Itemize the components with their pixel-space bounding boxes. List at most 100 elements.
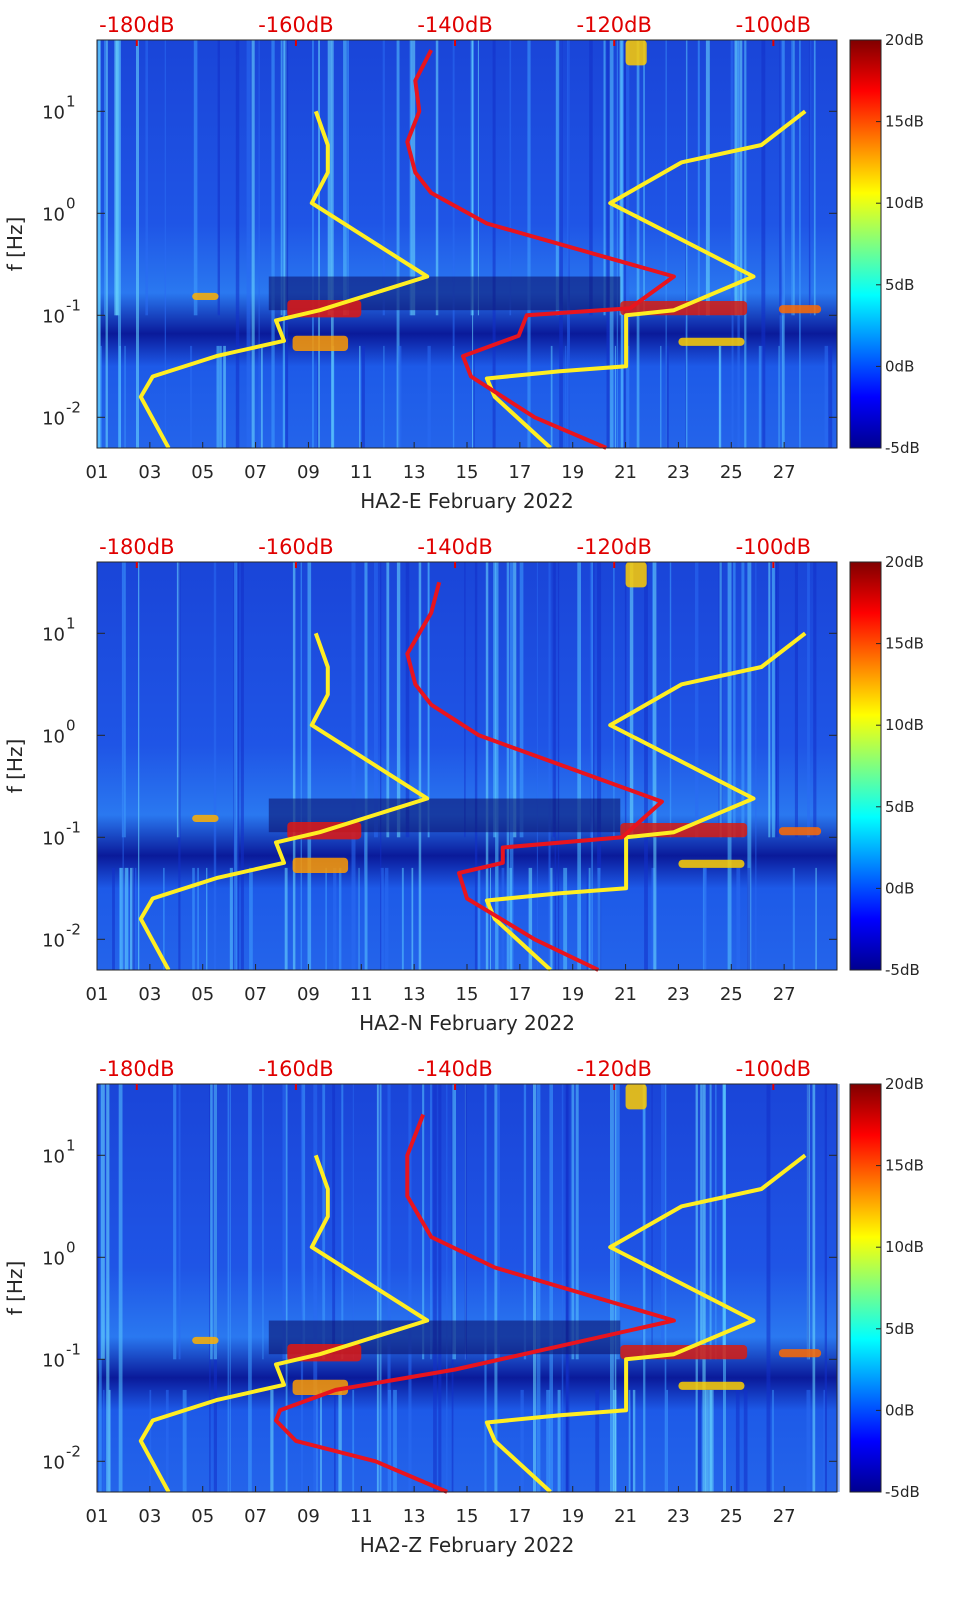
spectrogram-streak bbox=[126, 867, 129, 970]
spectrogram-streak bbox=[430, 1084, 432, 1360]
y-tick-label: 10 bbox=[42, 930, 65, 951]
x-tick-label: 13 bbox=[403, 984, 426, 1005]
spectrogram-streak bbox=[806, 1389, 811, 1492]
spectrogram-streak bbox=[452, 1084, 456, 1360]
colorbar-label: 20dB bbox=[885, 553, 924, 571]
spectrogram-streak bbox=[624, 562, 627, 838]
spectrogram-streak bbox=[808, 40, 811, 316]
spectrogram-streak bbox=[651, 867, 655, 970]
spectrogram-streak bbox=[509, 40, 512, 316]
x-tick-label: 23 bbox=[667, 462, 690, 483]
spectrogram-streak bbox=[300, 562, 302, 970]
spectrogram-streak bbox=[664, 1084, 667, 1492]
y-tick-exponent: 1 bbox=[66, 1136, 76, 1154]
y-axis-label: f [Hz] bbox=[3, 1261, 27, 1316]
x-axis-label: HA2-N February 2022 bbox=[359, 1011, 575, 1035]
spectrogram-streak bbox=[813, 562, 817, 838]
spectrogram-streak bbox=[229, 867, 233, 970]
spectrogram-streak bbox=[285, 1084, 288, 1492]
top-db-label: -180dB bbox=[99, 13, 174, 37]
colorbar-label: 0dB bbox=[885, 879, 914, 897]
spectrogram-streak bbox=[793, 40, 795, 316]
spectrogram-streak bbox=[280, 40, 283, 316]
top-db-label: -180dB bbox=[99, 535, 174, 559]
spectrogram-streak bbox=[132, 867, 135, 970]
spectrogram-streak bbox=[755, 562, 757, 970]
energy-patch bbox=[192, 292, 219, 300]
energy-patch bbox=[778, 305, 822, 314]
spectrogram-streak bbox=[332, 1084, 336, 1360]
spectrogram-streak bbox=[736, 867, 741, 970]
spectrogram-streak bbox=[629, 562, 634, 838]
spectrogram-streak bbox=[824, 345, 829, 448]
spectrogram-streak bbox=[554, 562, 557, 970]
spectrogram-streak bbox=[575, 1084, 579, 1360]
spectrogram-streak bbox=[396, 562, 401, 838]
spectrogram-streak bbox=[178, 1084, 181, 1360]
spectrogram-streak bbox=[549, 867, 553, 970]
x-tick-label: 19 bbox=[561, 984, 584, 1005]
spectrogram-streak bbox=[118, 40, 121, 448]
red-psd-line bbox=[405, 581, 664, 972]
spectrogram-streak bbox=[359, 345, 361, 448]
spectrogram-streak bbox=[382, 40, 385, 316]
spectrogram-background bbox=[97, 40, 837, 448]
x-tick-label: 17 bbox=[508, 984, 531, 1005]
spectrogram-streak bbox=[213, 562, 217, 970]
spectrogram-streak bbox=[165, 1389, 169, 1492]
spectrogram-streak bbox=[364, 562, 368, 970]
top-db-label: -160dB bbox=[258, 535, 333, 559]
colorbar-label: 5dB bbox=[885, 798, 914, 816]
spectrogram-streak bbox=[527, 40, 531, 448]
colorbar-label: -5dB bbox=[885, 1483, 920, 1501]
x-axis-label: HA2-E February 2022 bbox=[360, 489, 574, 513]
spectrogram-streak bbox=[216, 345, 220, 448]
top-db-label: -140dB bbox=[417, 535, 492, 559]
spectrogram-streak bbox=[615, 1084, 620, 1360]
spectrogram-streak bbox=[735, 40, 739, 316]
spectrogram-streak bbox=[799, 40, 801, 448]
x-tick-label: 13 bbox=[403, 462, 426, 483]
spectrogram-streak bbox=[588, 867, 591, 970]
spectrogram-streak bbox=[595, 1389, 600, 1492]
spectrogram-streak bbox=[347, 40, 349, 316]
spectrogram-streak bbox=[334, 1389, 336, 1492]
x-tick-label: 27 bbox=[773, 984, 796, 1005]
y-tick-exponent: -2 bbox=[66, 398, 81, 416]
spectrogram-streak bbox=[435, 40, 439, 316]
spectrogram-streak bbox=[124, 345, 126, 448]
colorbar-label: 10dB bbox=[885, 716, 924, 734]
spectrogram-streak bbox=[164, 40, 166, 448]
spectrogram-streak bbox=[98, 40, 101, 448]
spectrogram-streak bbox=[374, 562, 378, 838]
spectrogram-streak bbox=[446, 1084, 448, 1492]
y-tick-label: 10 bbox=[42, 408, 65, 429]
spectrogram-streak bbox=[723, 1084, 726, 1492]
x-tick-label: 19 bbox=[561, 1506, 584, 1527]
x-tick-label: 11 bbox=[350, 462, 373, 483]
red-psd-line bbox=[274, 1113, 676, 1494]
spectrogram-streak bbox=[792, 867, 795, 970]
spectrogram-streak bbox=[331, 345, 335, 448]
spectrogram-streak bbox=[644, 562, 648, 970]
top-db-label: -140dB bbox=[417, 13, 492, 37]
spectrogram-streak bbox=[379, 1084, 382, 1492]
spectrogram-streak bbox=[494, 1084, 498, 1492]
top-db-label: -120dB bbox=[577, 535, 652, 559]
spectrogram-streak bbox=[733, 562, 736, 838]
energy-patch bbox=[292, 857, 349, 873]
x-tick-label: 01 bbox=[86, 984, 109, 1005]
spectrogram-streak bbox=[564, 345, 567, 448]
spectrogram-streak bbox=[364, 562, 365, 970]
spectrogram-streak bbox=[666, 1389, 668, 1492]
spectrogram-streak bbox=[182, 1389, 187, 1492]
spectrogram-streak bbox=[709, 1389, 714, 1492]
spectrogram-streak bbox=[610, 1084, 614, 1492]
spectrogram-streak bbox=[606, 40, 611, 448]
spectrogram-streak bbox=[552, 562, 555, 838]
colorbar-label: 5dB bbox=[885, 1320, 914, 1338]
top-db-label: -100dB bbox=[736, 1057, 811, 1081]
y-tick-exponent: -1 bbox=[66, 296, 81, 314]
y-tick-label: 10 bbox=[42, 1146, 65, 1167]
